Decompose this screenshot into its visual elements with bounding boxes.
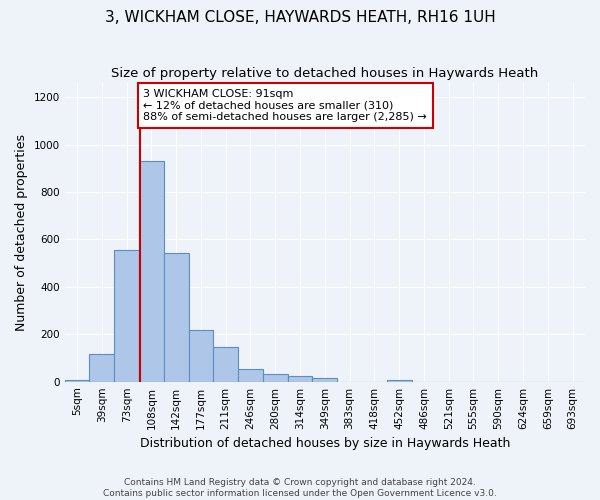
Text: 3 WICKHAM CLOSE: 91sqm
← 12% of detached houses are smaller (310)
88% of semi-de: 3 WICKHAM CLOSE: 91sqm ← 12% of detached… xyxy=(143,89,427,122)
Bar xyxy=(214,348,238,382)
Bar xyxy=(238,370,263,382)
Bar xyxy=(139,162,164,382)
Text: 3, WICKHAM CLOSE, HAYWARDS HEATH, RH16 1UH: 3, WICKHAM CLOSE, HAYWARDS HEATH, RH16 1… xyxy=(104,10,496,25)
Bar xyxy=(65,380,89,382)
Text: Contains HM Land Registry data © Crown copyright and database right 2024.
Contai: Contains HM Land Registry data © Crown c… xyxy=(103,478,497,498)
X-axis label: Distribution of detached houses by size in Haywards Heath: Distribution of detached houses by size … xyxy=(140,437,510,450)
Bar xyxy=(387,380,412,382)
Bar xyxy=(188,330,214,382)
Bar xyxy=(263,374,287,382)
Title: Size of property relative to detached houses in Haywards Heath: Size of property relative to detached ho… xyxy=(111,68,538,80)
Bar xyxy=(164,252,188,382)
Bar xyxy=(114,250,139,382)
Bar xyxy=(89,354,114,382)
Y-axis label: Number of detached properties: Number of detached properties xyxy=(15,134,28,331)
Bar xyxy=(287,376,313,382)
Bar xyxy=(313,378,337,382)
